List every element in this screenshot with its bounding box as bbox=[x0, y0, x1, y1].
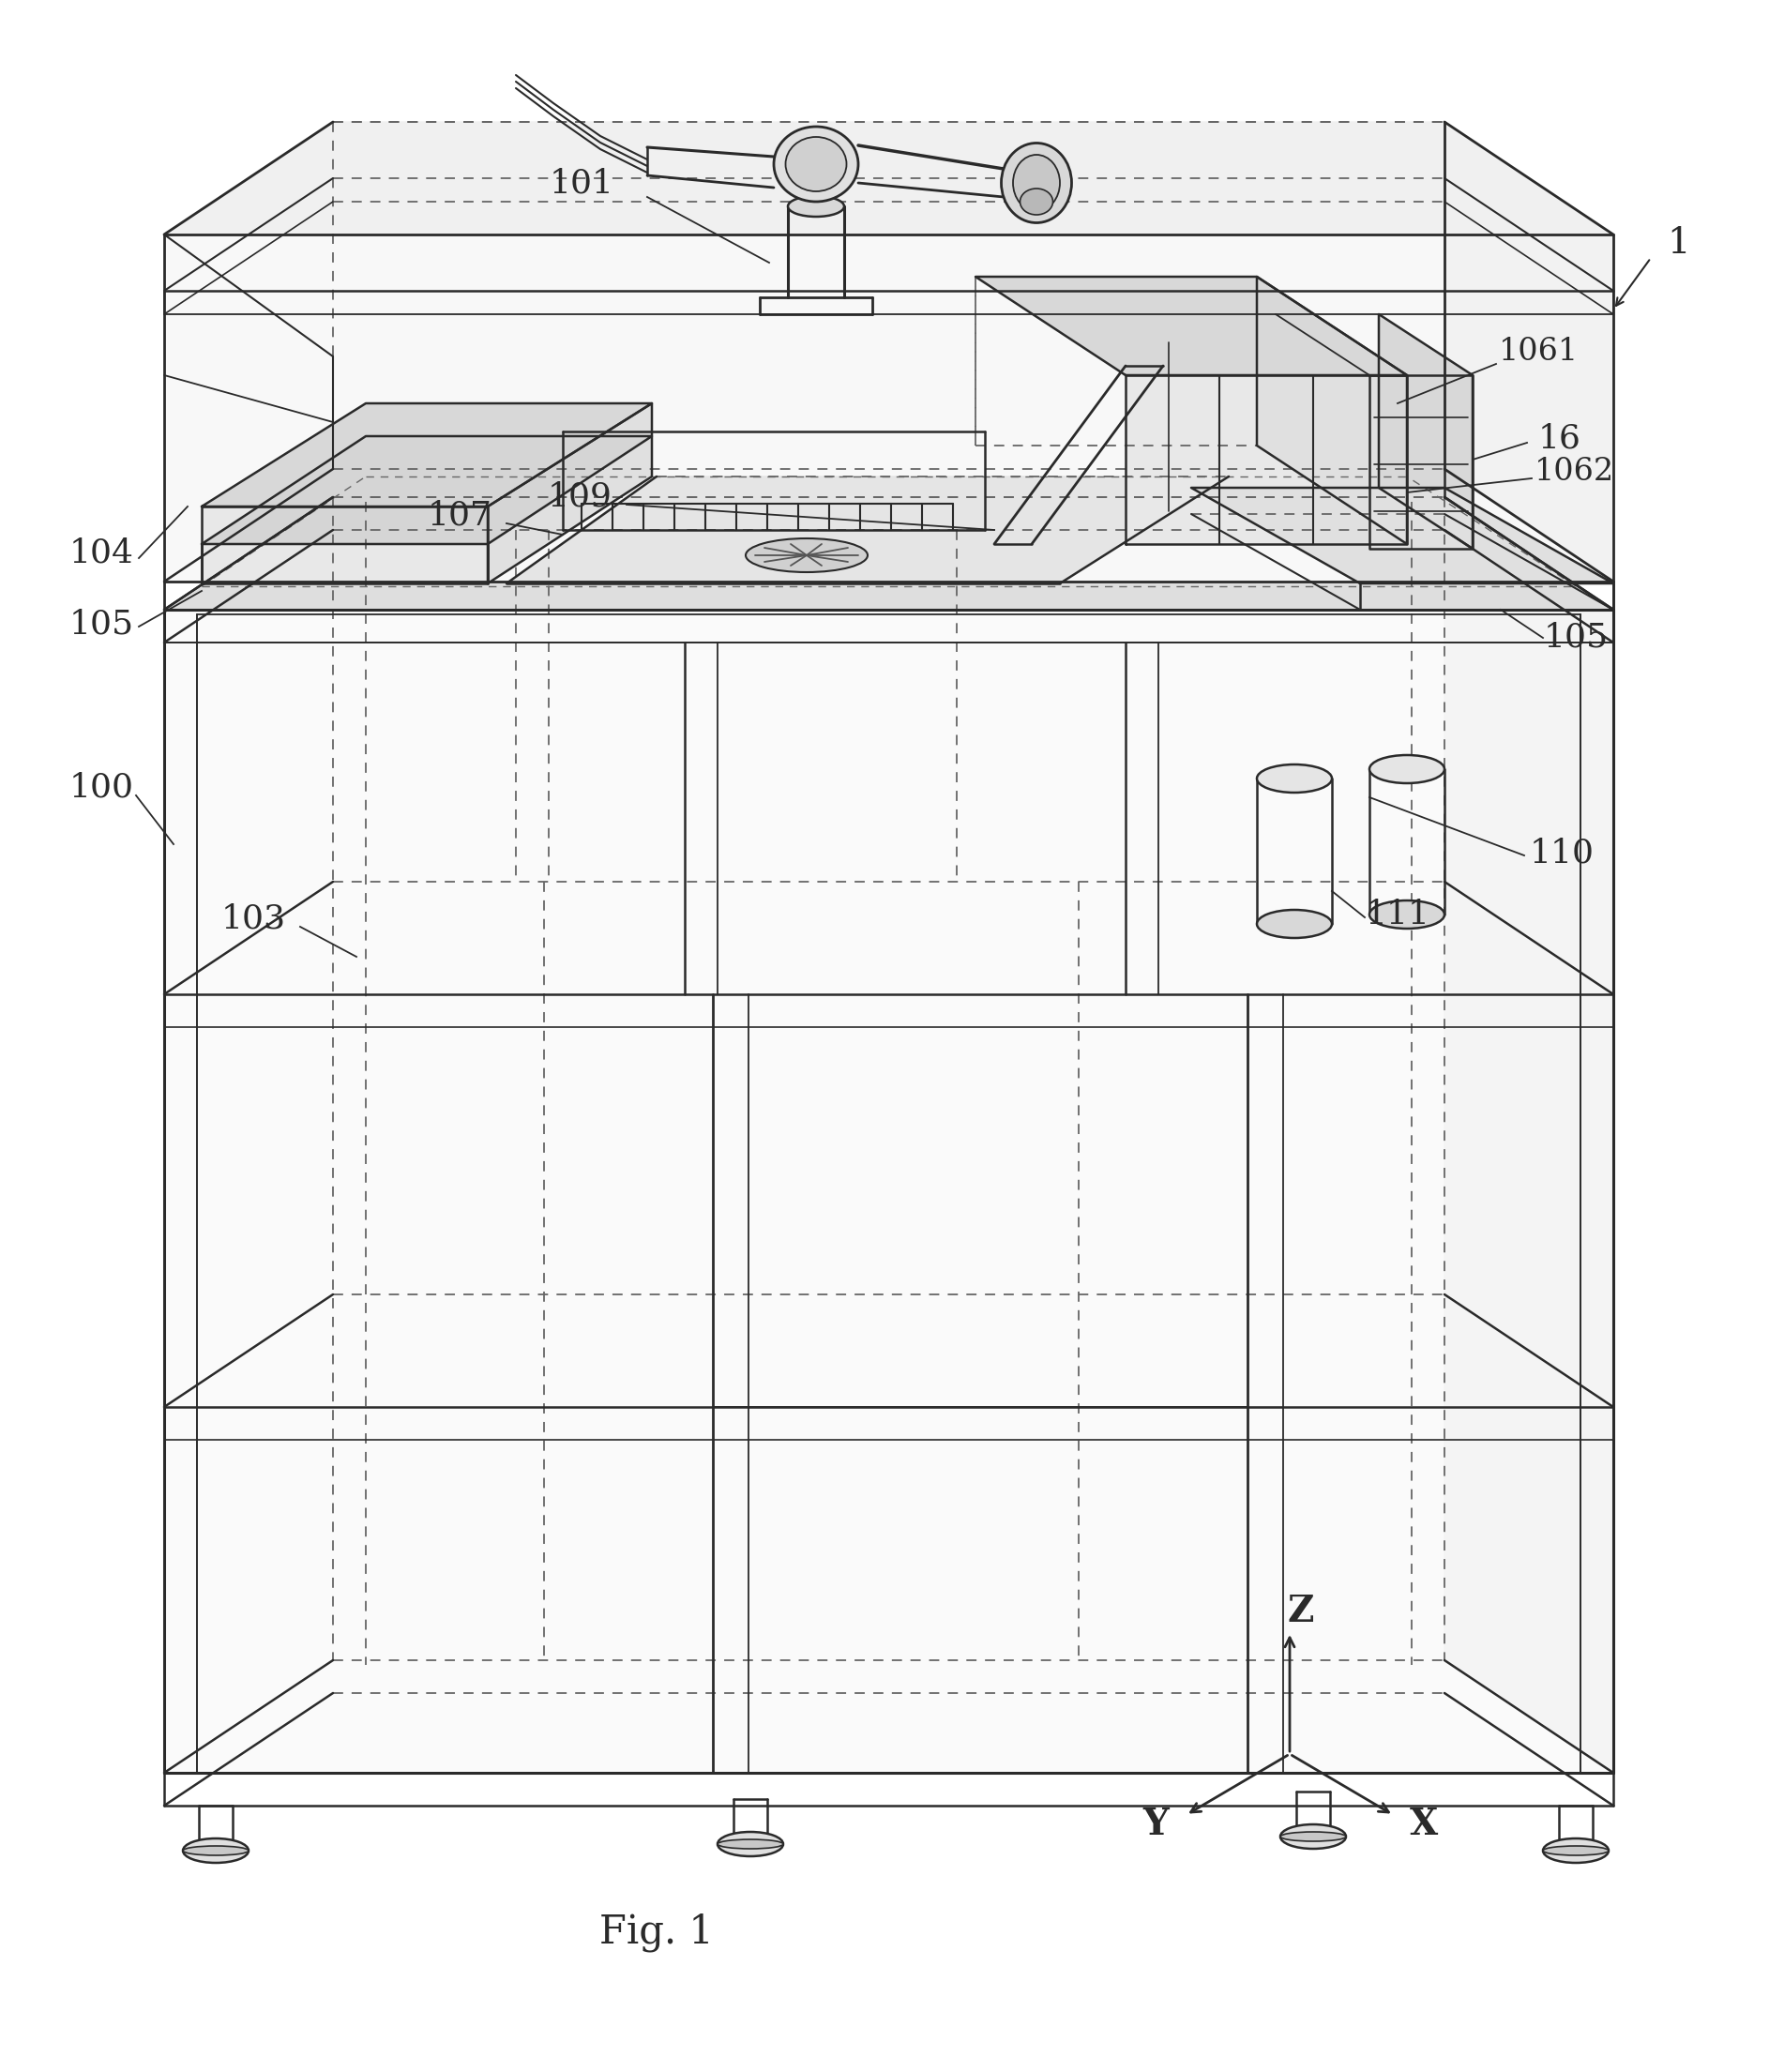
Polygon shape bbox=[506, 477, 1229, 584]
Ellipse shape bbox=[718, 1832, 784, 1857]
Polygon shape bbox=[1445, 497, 1613, 1774]
Text: 110: 110 bbox=[1530, 837, 1594, 870]
Text: 104: 104 bbox=[69, 537, 134, 570]
Text: 109: 109 bbox=[547, 481, 612, 514]
Text: 107: 107 bbox=[428, 499, 492, 533]
Text: 101: 101 bbox=[548, 168, 614, 199]
Polygon shape bbox=[1191, 487, 1613, 584]
Polygon shape bbox=[1378, 315, 1472, 549]
Ellipse shape bbox=[182, 1846, 249, 1854]
Ellipse shape bbox=[1369, 754, 1445, 783]
Ellipse shape bbox=[1256, 910, 1332, 939]
Polygon shape bbox=[202, 404, 653, 506]
Text: 103: 103 bbox=[221, 903, 285, 934]
Ellipse shape bbox=[1256, 765, 1332, 794]
Text: 111: 111 bbox=[1366, 899, 1429, 930]
Text: 105: 105 bbox=[69, 607, 134, 640]
Polygon shape bbox=[1256, 278, 1406, 545]
Ellipse shape bbox=[1543, 1846, 1608, 1854]
Ellipse shape bbox=[785, 137, 847, 191]
Polygon shape bbox=[202, 506, 488, 584]
Polygon shape bbox=[165, 497, 1613, 609]
Text: 1: 1 bbox=[1668, 226, 1691, 261]
Ellipse shape bbox=[787, 197, 844, 218]
Ellipse shape bbox=[1543, 1838, 1608, 1863]
Polygon shape bbox=[165, 122, 1613, 234]
Ellipse shape bbox=[1281, 1832, 1346, 1842]
Polygon shape bbox=[202, 437, 653, 545]
Polygon shape bbox=[1125, 375, 1406, 545]
Ellipse shape bbox=[1014, 155, 1060, 211]
Ellipse shape bbox=[747, 539, 867, 572]
Text: Fig. 1: Fig. 1 bbox=[600, 1912, 713, 1952]
Ellipse shape bbox=[1281, 1823, 1346, 1848]
Text: 105: 105 bbox=[1543, 622, 1608, 655]
Polygon shape bbox=[488, 404, 653, 584]
Polygon shape bbox=[975, 278, 1406, 375]
Text: X: X bbox=[1410, 1807, 1438, 1842]
Text: 16: 16 bbox=[1539, 423, 1581, 456]
Text: 1062: 1062 bbox=[1534, 456, 1613, 487]
Ellipse shape bbox=[773, 126, 858, 201]
Ellipse shape bbox=[718, 1840, 784, 1848]
Text: 100: 100 bbox=[69, 773, 134, 804]
Polygon shape bbox=[1369, 375, 1472, 549]
Ellipse shape bbox=[182, 1838, 249, 1863]
Polygon shape bbox=[1445, 122, 1613, 582]
Ellipse shape bbox=[1021, 189, 1053, 215]
Text: 1061: 1061 bbox=[1498, 338, 1578, 367]
Text: Y: Y bbox=[1143, 1807, 1169, 1842]
Polygon shape bbox=[165, 609, 1613, 1774]
Ellipse shape bbox=[1369, 901, 1445, 928]
Ellipse shape bbox=[1001, 143, 1072, 224]
Polygon shape bbox=[165, 468, 1613, 582]
Polygon shape bbox=[165, 234, 1613, 582]
Text: Z: Z bbox=[1288, 1593, 1314, 1629]
